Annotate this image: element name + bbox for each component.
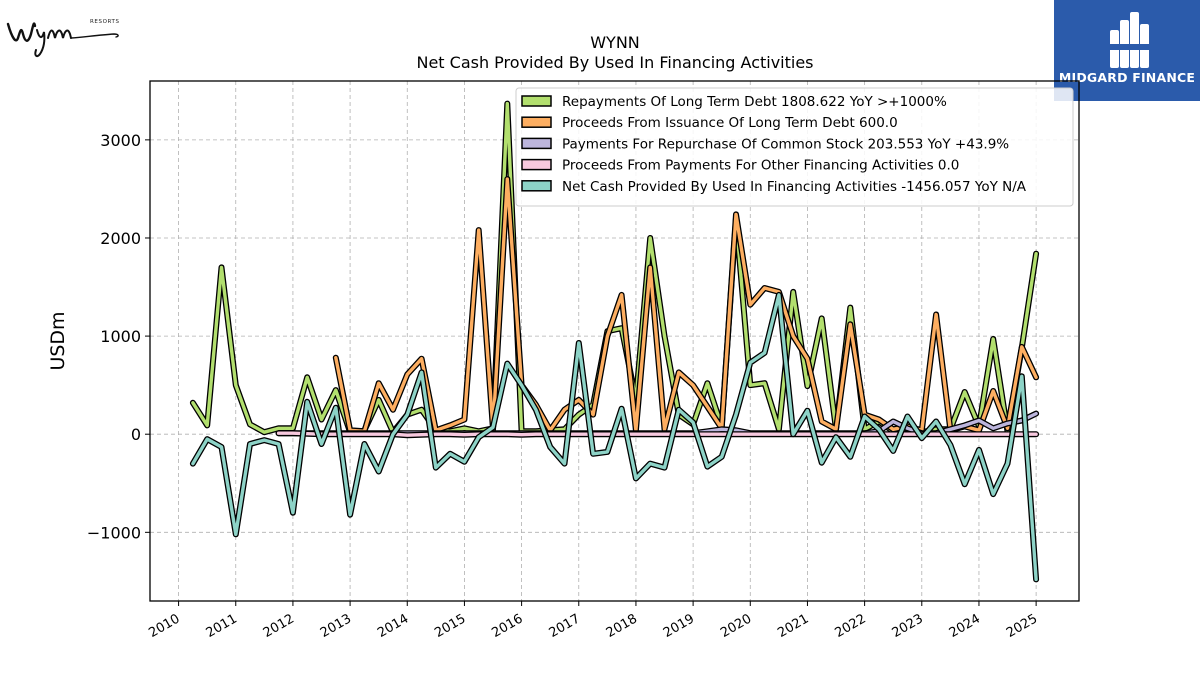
legend-swatch-repurchase <box>521 137 552 150</box>
series-net_cash-line <box>191 293 1038 582</box>
x-tick-label: 2015 <box>432 611 468 641</box>
y-tick-label: 2000 <box>100 229 141 248</box>
wynn-resorts-logo: RESORTS <box>4 4 128 60</box>
legend-label-proceeds_issuance: Proceeds From Issuance Of Long Term Debt… <box>562 115 898 131</box>
x-tick-label: 2010 <box>146 611 182 641</box>
x-tick-label: 2020 <box>718 611 754 641</box>
y-tick-label: 3000 <box>100 131 141 150</box>
x-tick-label: 2023 <box>890 611 926 641</box>
series-proceeds_issuance-outline <box>332 176 1040 435</box>
y-axis-label: USDm <box>47 311 69 370</box>
series-proceeds_issuance-line <box>334 177 1038 433</box>
series-other_financing-line <box>276 431 1038 437</box>
legend-box <box>515 87 1074 207</box>
legend-label-repurchase: Payments For Repurchase Of Common Stock … <box>562 136 1009 152</box>
legend-label-repayments: Repayments Of Long Term Debt 1808.622 Yo… <box>562 94 947 110</box>
series-other_financing <box>275 430 1040 439</box>
legend-swatch-repayments <box>521 95 552 107</box>
legend-label-net_cash: Net Cash Provided By Used In Financing A… <box>562 179 1027 195</box>
x-tick-label: 2014 <box>375 611 411 641</box>
x-tick-label: 2017 <box>547 611 583 641</box>
x-tick-label: 2013 <box>318 611 354 641</box>
legend-swatch-net_cash <box>521 180 552 192</box>
y-axis: −1000 0 1000 2000 3000 <box>87 131 150 542</box>
chart-subtitle: Net Cash Provided By Used In Financing A… <box>416 53 813 72</box>
series-net_cash <box>189 291 1040 583</box>
logo-sub-text: RESORTS <box>90 19 120 25</box>
x-tick-label: 2022 <box>832 611 868 641</box>
x-tick-label: 2024 <box>947 611 983 641</box>
x-tick-label: 2011 <box>204 611 240 641</box>
y-tick-label: −1000 <box>87 523 141 542</box>
series-lines <box>189 100 1040 583</box>
x-axis: 2010 2011 2012 2013 2014 2015 2016 2017 2018 2019… <box>146 601 1040 641</box>
y-tick-label: 1000 <box>100 327 141 346</box>
legend-swatch-other_financing <box>521 158 552 171</box>
x-tick-label: 2025 <box>1004 611 1040 641</box>
legend-label-other_financing: Proceeds From Payments For Other Financi… <box>562 158 959 174</box>
x-tick-label: 2021 <box>775 611 811 641</box>
series-proceeds_issuance <box>332 176 1040 435</box>
midgard-finance-logo: MIDGARD FINANCE <box>1054 0 1200 101</box>
x-tick-label: 2018 <box>604 611 640 641</box>
legend: Repayments Of Long Term Debt 1808.622 Yo… <box>515 87 1074 207</box>
plot-frame <box>149 80 1080 602</box>
legend-swatch-proceeds_issuance <box>521 116 552 128</box>
midgard-brand-text: MIDGARD FINANCE <box>1058 70 1196 85</box>
y-tick-label: 0 <box>131 425 141 444</box>
x-tick-label: 2019 <box>661 611 697 641</box>
x-tick-label: 2012 <box>261 611 297 641</box>
midgard-emblem-icon <box>1110 12 1149 68</box>
chart-title: WYNN <box>590 33 640 52</box>
x-tick-label: 2016 <box>489 611 525 641</box>
